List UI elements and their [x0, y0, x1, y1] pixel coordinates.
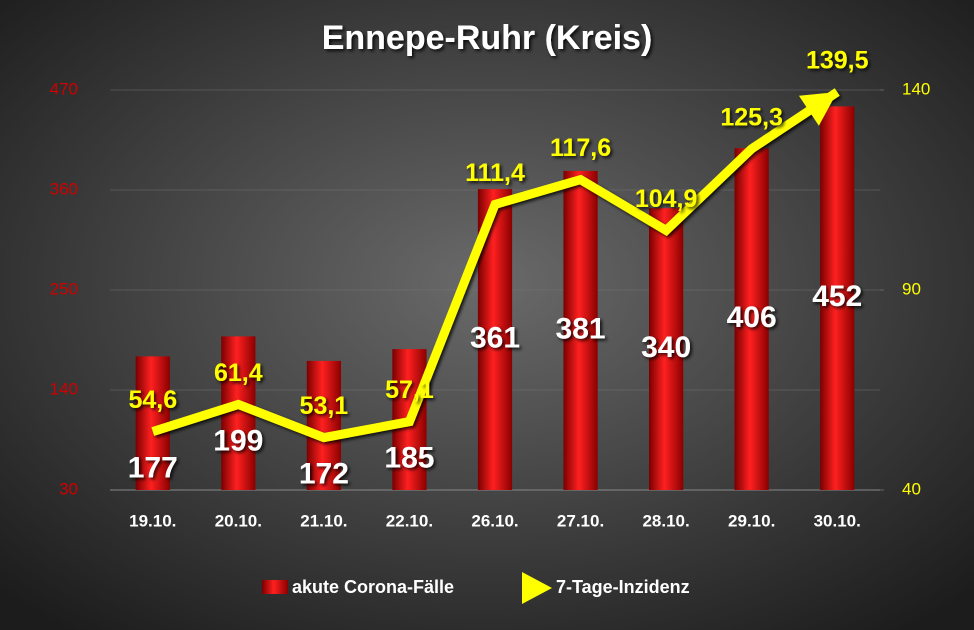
bar-value-label: 340: [641, 331, 691, 364]
bar: [563, 170, 598, 490]
x-tick-label: 29.10.: [728, 511, 775, 530]
bar-value-label: 177: [128, 452, 178, 485]
y-tick-label: 140: [50, 379, 78, 398]
line-value-label: 125,3: [720, 103, 783, 131]
x-tick-label: 30.10.: [814, 511, 861, 530]
y2-tick-label: 140: [902, 79, 930, 98]
bar: [306, 360, 341, 490]
x-tick-label: 20.10.: [215, 511, 262, 530]
line-value-label: 53,1: [300, 392, 349, 420]
y2-tick-label: 90: [902, 279, 921, 298]
bar: [135, 356, 170, 490]
legend-swatch: [522, 572, 552, 604]
y-tick-label: 250: [50, 279, 78, 298]
legend-label: akute Corona-Fälle: [292, 577, 454, 597]
y-tick-label: 470: [50, 79, 78, 98]
legend-label: 7-Tage-Inzidenz: [556, 577, 690, 597]
x-tick-label: 19.10.: [129, 511, 176, 530]
bar-value-label: 452: [812, 280, 862, 313]
x-tick-label: 27.10.: [557, 511, 604, 530]
bar: [820, 106, 855, 490]
bar-value-label: 406: [727, 301, 777, 334]
bar-value-label: 361: [470, 321, 520, 354]
chart-title: Ennepe-Ruhr (Kreis): [322, 19, 653, 57]
x-tick-label: 26.10.: [471, 511, 518, 530]
y2-tick-label: 40: [902, 479, 921, 498]
bar-value-label: 381: [556, 312, 606, 345]
line-value-label: 54,6: [128, 386, 177, 414]
y-tick-label: 360: [50, 179, 78, 198]
bar: [649, 208, 684, 490]
legend-swatch: [262, 580, 288, 594]
line-value-label: 104,9: [635, 185, 698, 213]
bar: [734, 148, 769, 490]
line-value-label: 57,1: [385, 376, 434, 404]
line-value-label: 117,6: [550, 134, 611, 162]
bar-value-label: 185: [384, 442, 434, 475]
line-value-label: 61,4: [214, 359, 263, 387]
x-tick-label: 28.10.: [642, 511, 689, 530]
y-tick-label: 30: [59, 479, 78, 498]
x-tick-label: 21.10.: [300, 511, 347, 530]
line: [151, 88, 840, 443]
bar-value-label: 199: [213, 424, 263, 457]
line-arrowhead: [798, 92, 838, 126]
x-tick-label: 22.10.: [386, 511, 433, 530]
line-value-label: 139,5: [806, 47, 869, 75]
line-value-label: 111,4: [465, 159, 525, 187]
bar-value-label: 172: [299, 458, 349, 491]
